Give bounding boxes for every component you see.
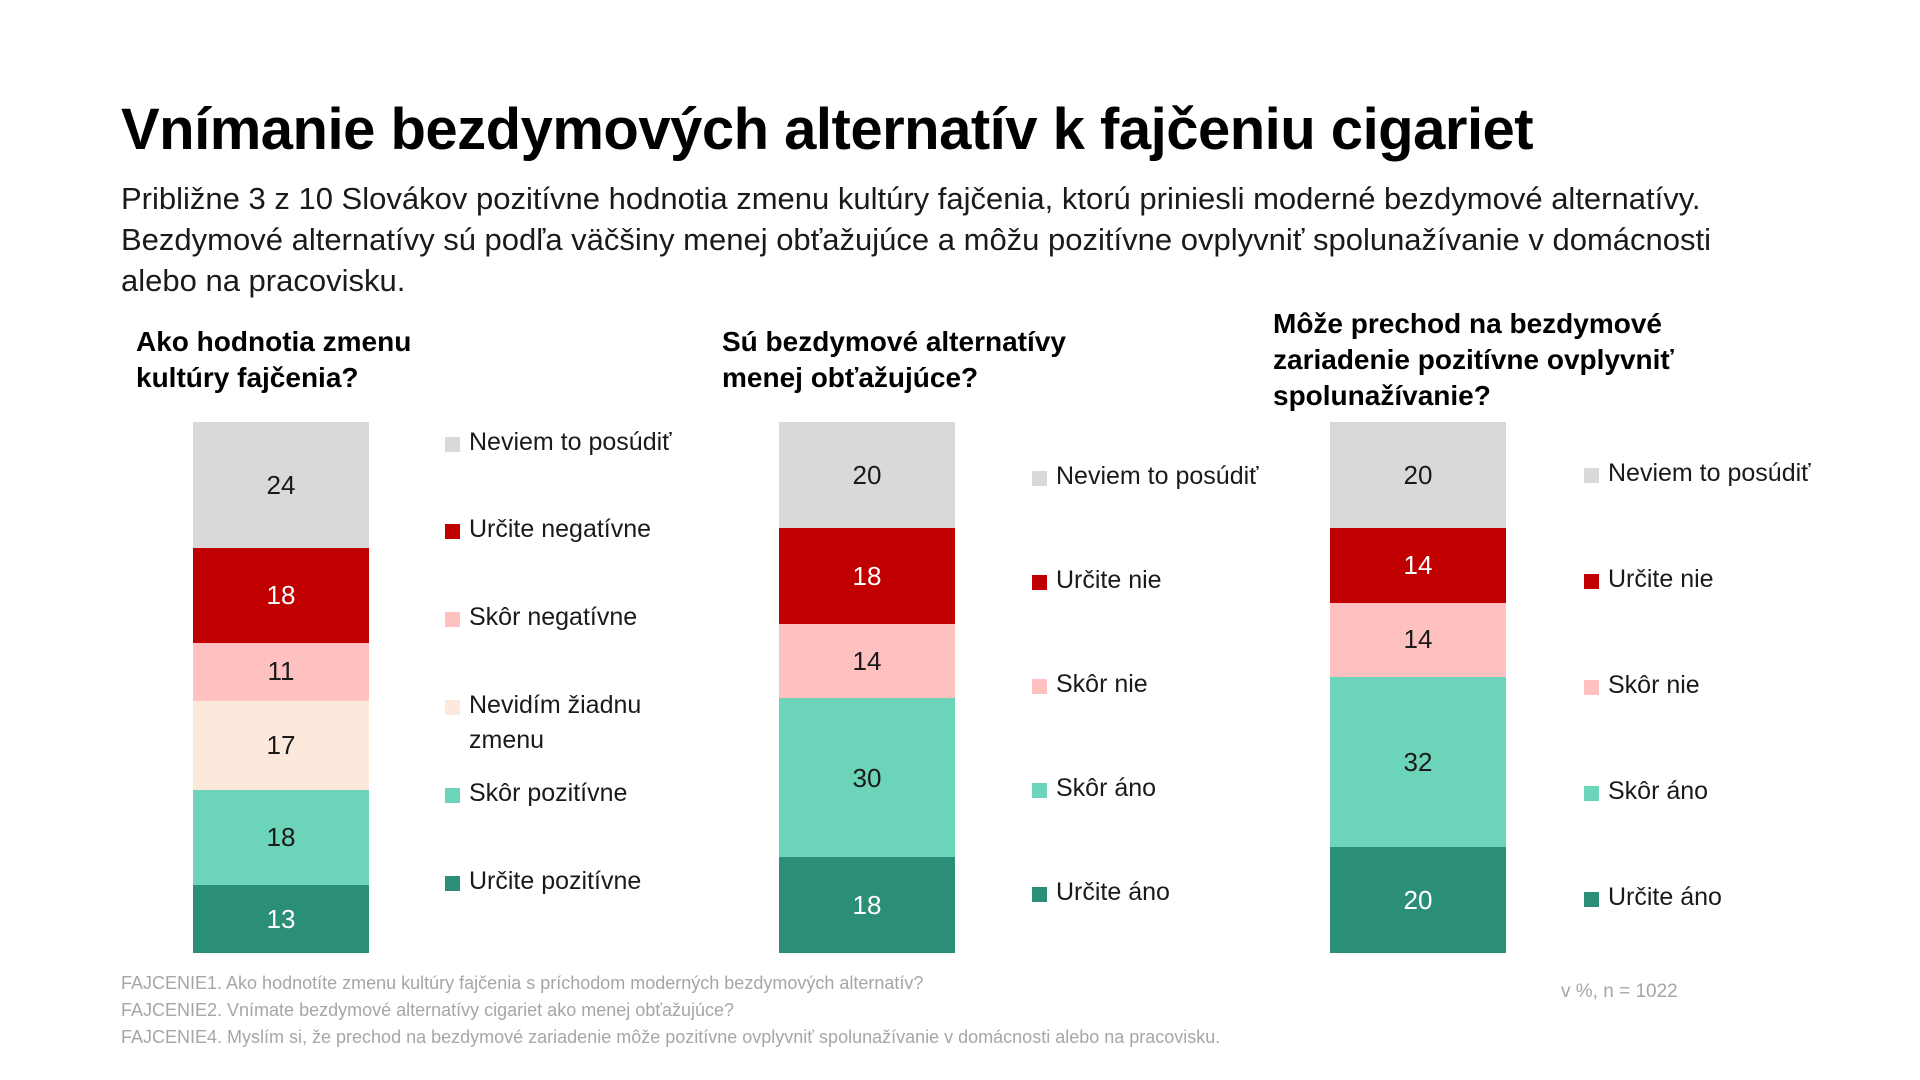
legend-label: Skôr áno: [1056, 774, 1157, 802]
legend-swatch: [1032, 471, 1047, 486]
bar-segment: 30: [779, 698, 955, 858]
bar-segment: 14: [1330, 602, 1506, 678]
bar-segment: 13: [193, 884, 369, 954]
legend-swatch: [1584, 574, 1599, 589]
bar-segment: 18: [193, 548, 369, 644]
footnote: FAJCENIE2. Vnímate bezdymové alternatívy…: [121, 1000, 735, 1020]
data-label: 20: [1403, 884, 1433, 915]
footnote: FAJCENIE4. Myslím si, že prechod na bezd…: [121, 1027, 1221, 1047]
legend-label: Skôr negatívne: [469, 603, 638, 631]
data-label: 14: [1403, 550, 1433, 581]
chart-3-stacked-bar: 20 14 14 32 20: [1330, 422, 1506, 954]
legend-swatch: [1584, 468, 1599, 483]
legend-swatch: [1032, 679, 1047, 694]
data-label: 18: [266, 580, 296, 611]
legend-label: Určite nie: [1056, 566, 1162, 594]
legend-swatch: [1584, 786, 1599, 801]
legend-label: Skôr nie: [1056, 670, 1148, 698]
legend-swatch: [1032, 575, 1047, 590]
bar-segment: 11: [193, 642, 369, 702]
legend-label: Určite nie: [1608, 565, 1714, 593]
legend-swatch: [445, 612, 460, 627]
legend-swatch: [1032, 887, 1047, 902]
legend-swatch: [445, 788, 460, 803]
chart-2-title: Sú bezdymové alternatívy menej obťažujúc…: [722, 326, 1066, 393]
legend-swatch: [445, 524, 460, 539]
data-label: 20: [1403, 459, 1433, 490]
footnotes: FAJCENIE1. Ako hodnotíte zmenu kultúry f…: [121, 970, 1220, 1051]
data-label: 32: [1403, 746, 1433, 777]
chart-2-stacked-bar: 20 18 14 30 18: [779, 422, 955, 954]
data-label: 18: [266, 822, 296, 853]
legend-label: Určite áno: [1608, 883, 1722, 911]
data-label: 24: [266, 469, 296, 500]
chart-1-title: Ako hodnotia zmenu kultúry fajčenia?: [136, 326, 412, 393]
legend-label: Určite pozitívne: [469, 867, 642, 895]
legend-label: Neviem to posúdiť: [1608, 459, 1811, 487]
legend-label: Neviem to posúdiť: [469, 428, 672, 456]
data-label: 11: [267, 656, 295, 687]
data-label: 18: [852, 889, 882, 920]
legend-swatch: [445, 700, 460, 715]
bar-segment: 24: [193, 422, 369, 549]
page-title: Vnímanie bezdymových alternatív k fajčen…: [121, 97, 1534, 162]
page-subtitle: Približne 3 z 10 Slovákov pozitívne hodn…: [121, 181, 1712, 298]
legend-swatch: [1032, 783, 1047, 798]
legend-label: Skôr pozitívne: [469, 779, 628, 807]
legend-label: Určite negatívne: [469, 515, 652, 543]
bar-segment: 18: [779, 857, 955, 954]
bar-segment: 20: [1330, 422, 1506, 529]
bar-segment: 17: [193, 700, 369, 791]
data-label: 14: [852, 645, 882, 676]
bar-segment: 18: [779, 528, 955, 625]
bar-segment: 14: [1330, 528, 1506, 604]
chart-3-title: Môže prechod na bezdymové zariadenie poz…: [1273, 308, 1674, 411]
data-label: 17: [266, 730, 296, 761]
legend-label: Skôr áno: [1608, 777, 1709, 805]
bar-segment: 18: [193, 790, 369, 886]
bar-segment: 20: [1330, 846, 1506, 954]
data-label: 20: [852, 459, 882, 490]
legend-label: Neviem to posúdiť: [1056, 462, 1259, 490]
legend-swatch: [445, 437, 460, 452]
base-note: v %, n = 1022: [1561, 981, 1678, 1002]
data-label: 13: [266, 903, 296, 934]
legend-swatch: [1584, 892, 1599, 907]
bar-segment: 32: [1330, 676, 1506, 848]
data-label: 30: [852, 762, 882, 793]
bar-segment: 14: [779, 623, 955, 699]
legend-label: Skôr nie: [1608, 671, 1700, 699]
bar-segment: 20: [779, 422, 955, 529]
legend-label: Nevidím žiadnu zmenu: [469, 691, 642, 754]
chart-1-stacked-bar: 24 18 11 17 18 13: [193, 422, 369, 954]
legend-label: Určite áno: [1056, 878, 1170, 906]
footnote: FAJCENIE1. Ako hodnotíte zmenu kultúry f…: [121, 973, 924, 993]
data-label: 18: [852, 560, 882, 591]
legend-swatch: [445, 876, 460, 891]
data-label: 14: [1403, 624, 1433, 655]
legend-swatch: [1584, 680, 1599, 695]
